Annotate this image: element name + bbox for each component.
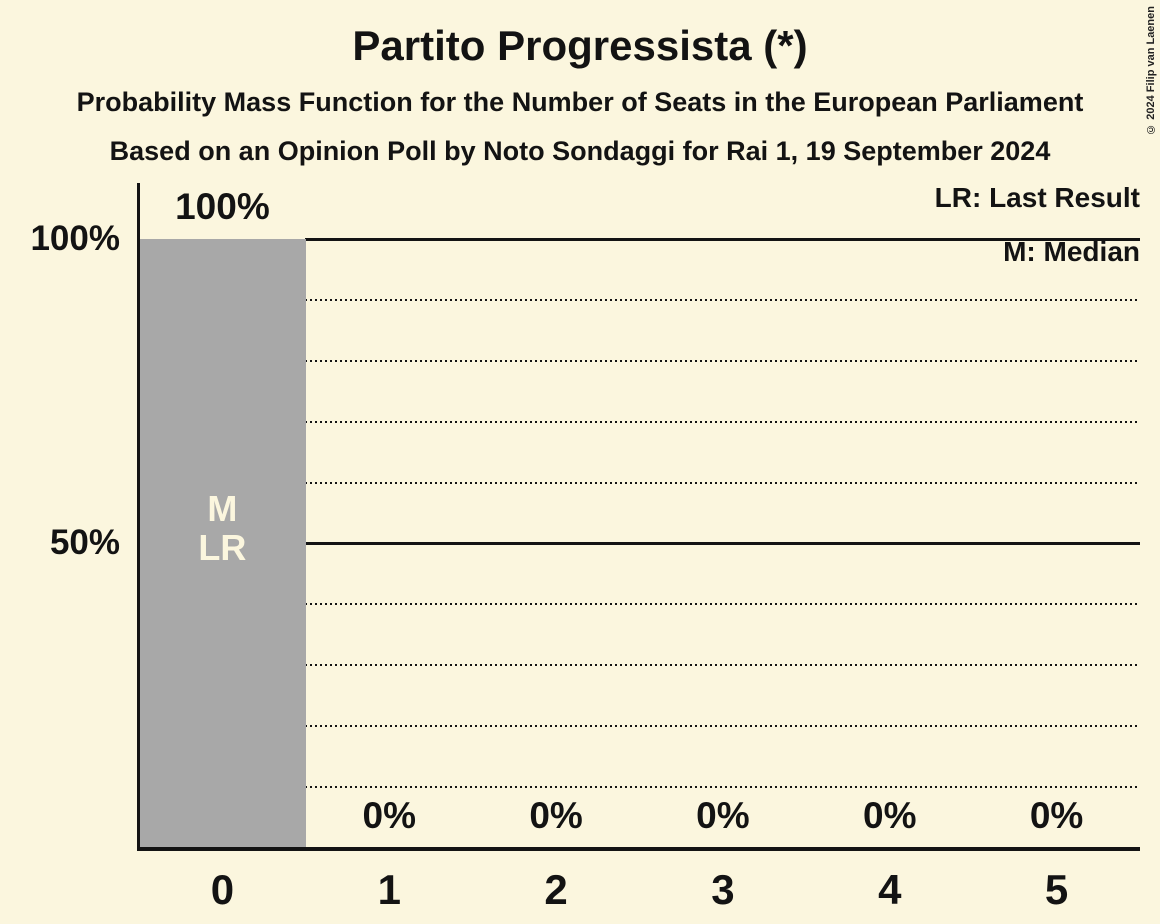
gridline-dotted-70 <box>305 420 1140 423</box>
bar-seats-0 <box>139 239 306 848</box>
bar-column-2: 0% <box>473 239 640 848</box>
legend-last-result: LR: Last Result <box>934 182 1140 213</box>
bar-column-0: 100% M LR <box>139 186 306 848</box>
x-tick-label-1: 1 <box>377 866 401 913</box>
x-axis-tick-labels: 0 1 2 3 4 5 <box>139 866 1140 914</box>
bar-value-label-2: 0% <box>529 795 583 836</box>
y-axis-line <box>137 183 140 851</box>
gridline-dotted-90 <box>305 298 1140 301</box>
x-tick-label-4: 4 <box>878 866 902 913</box>
bar-annotation-median-lastresult: M LR <box>198 488 247 568</box>
bar-column-5: 0% <box>973 239 1140 848</box>
x-tick-label-0: 0 <box>210 866 235 913</box>
x-tick-label-3: 3 <box>711 866 735 913</box>
bar-column-3: 0% <box>640 239 807 848</box>
bar-value-label-4: 0% <box>863 795 917 836</box>
plot-area: 100% M LR 0% 0% 0% 0% 0% <box>139 186 1140 848</box>
gridline-dotted-80 <box>305 359 1140 362</box>
gridline-dotted-30 <box>305 664 1140 667</box>
legend-median: M: Median <box>1003 236 1140 267</box>
gridline-dotted-20 <box>305 725 1140 728</box>
gridline-dotted-10 <box>305 786 1140 789</box>
x-axis-line <box>137 847 1140 851</box>
bar-value-label-0: 100% <box>175 186 270 227</box>
y-axis-label-50: 50% <box>49 523 120 562</box>
chart-title: Partito Progressista (*) <box>352 22 808 69</box>
bar-column-4: 0% <box>806 239 973 848</box>
gridline-solid-50 <box>305 542 1140 545</box>
chart-subtitle: Probability Mass Function for the Number… <box>76 87 1084 117</box>
bar-value-label-1: 0% <box>362 795 416 836</box>
bar-column-1: 0% <box>306 239 473 848</box>
x-tick-label-5: 5 <box>1044 866 1069 913</box>
bar-value-label-3: 0% <box>696 795 750 836</box>
gridline-dotted-60 <box>305 481 1140 484</box>
chart-source-line: Based on an Opinion Poll by Noto Sondagg… <box>109 136 1051 166</box>
x-tick-label-2: 2 <box>544 866 568 913</box>
gridline-solid-100 <box>305 237 1140 241</box>
copyright-notice: © 2024 Filip van Laenen <box>1145 6 1157 135</box>
gridline-dotted-40 <box>305 603 1140 606</box>
y-axis-label-100: 100% <box>30 219 120 258</box>
bar-value-label-5: 0% <box>1029 795 1084 836</box>
